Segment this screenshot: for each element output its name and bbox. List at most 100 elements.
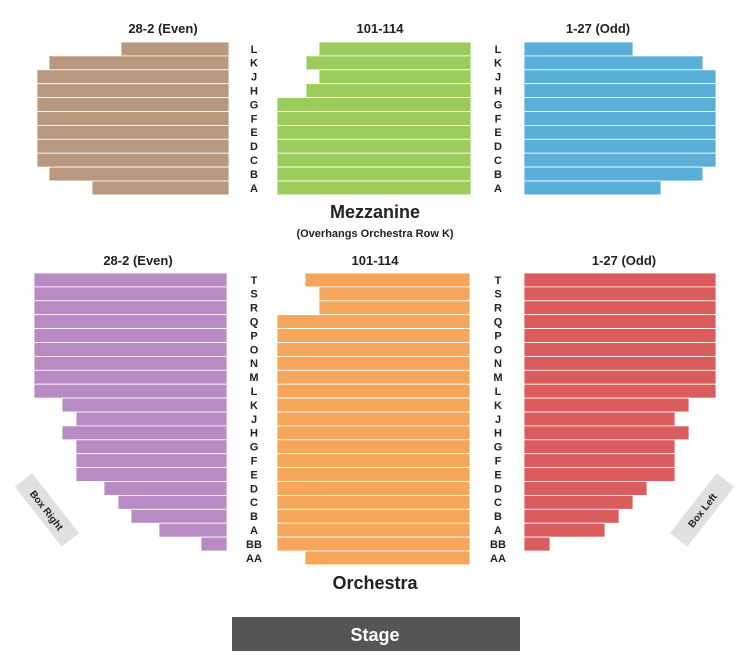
orch-center-row-f[interactable] (276, 453, 471, 469)
orch-left-row-t[interactable] (33, 272, 228, 288)
mezz-left-row-d[interactable] (36, 138, 230, 154)
mezz-left-row-k[interactable] (48, 55, 230, 71)
mezz-right-row-k[interactable] (523, 55, 704, 71)
mezz-left-row-a[interactable] (91, 180, 230, 196)
box-left[interactable]: Box Left (669, 473, 735, 547)
orch-row-label-left: N (250, 358, 258, 370)
orch-center-row-k[interactable] (276, 397, 471, 413)
box-right[interactable]: Box Right (14, 473, 80, 547)
orch-right-row-b[interactable] (523, 508, 620, 524)
orch-right-row-g[interactable] (523, 439, 676, 455)
mezz-right-row-j[interactable] (523, 69, 717, 85)
mezz-right-row-a[interactable] (523, 180, 662, 196)
orch-center-row-g[interactable] (276, 439, 471, 455)
orch-left-row-l[interactable] (33, 383, 228, 399)
orch-right-row-m[interactable] (523, 369, 717, 385)
orch-right-row-f[interactable] (523, 453, 676, 469)
orch-center-row-h[interactable] (276, 425, 471, 441)
orch-left-row-g[interactable] (75, 439, 228, 455)
orch-right-row-t[interactable] (523, 272, 717, 288)
orch-center-row-m[interactable] (276, 369, 471, 385)
mezz-center-row-h[interactable] (305, 83, 472, 98)
mezz-right-row-c[interactable] (523, 152, 717, 168)
mezz-center-row-l[interactable] (318, 41, 472, 57)
mezz-left-row-e[interactable] (36, 125, 230, 140)
orch-right-row-j[interactable] (523, 411, 676, 427)
orch-right-row-e[interactable] (523, 467, 676, 482)
orch-center-row-bb[interactable] (276, 536, 471, 552)
orch-left-row-bb[interactable] (200, 536, 228, 552)
orch-center-row-s[interactable] (318, 286, 471, 302)
mezz-center-row-a[interactable] (276, 180, 472, 196)
orch-left-row-b[interactable] (130, 508, 228, 524)
orch-left-row-d[interactable] (103, 481, 228, 496)
orch-right-row-l[interactable] (523, 383, 717, 399)
orch-left-row-k[interactable] (61, 397, 228, 413)
mezz-right-row-h[interactable] (523, 83, 717, 98)
orch-center-row-t[interactable] (304, 272, 471, 288)
orch-right-row-r[interactable] (523, 300, 717, 316)
orch-right-row-c[interactable] (523, 494, 634, 510)
orch-right-row-bb[interactable] (523, 536, 551, 552)
orch-left-row-r[interactable] (33, 300, 228, 316)
mezz-center-row-e[interactable] (276, 125, 472, 140)
orch-center-row-n[interactable] (276, 355, 471, 371)
mezz-right-row-l[interactable] (523, 41, 634, 57)
orch-left-row-f[interactable] (75, 453, 228, 469)
orch-left-row-e[interactable] (75, 467, 228, 482)
orch-left-row-p[interactable] (33, 328, 228, 343)
orch-center-row-q[interactable] (276, 314, 471, 330)
mezz-left-row-c[interactable] (36, 152, 230, 168)
orch-center-row-p[interactable] (276, 328, 471, 343)
orch-center-row-l[interactable] (276, 383, 471, 399)
orch-right-row-d[interactable] (523, 481, 648, 496)
mezz-left-row-l[interactable] (120, 41, 230, 57)
mezz-left-row-f[interactable] (36, 111, 230, 126)
orch-center-row-o[interactable] (276, 342, 471, 357)
orch-right-row-o[interactable] (523, 342, 717, 357)
orch-left-row-m[interactable] (33, 369, 228, 385)
mezz-center-row-g[interactable] (276, 97, 472, 112)
orch-right-row-q[interactable] (523, 314, 717, 330)
orch-row-label-right: N (494, 358, 502, 370)
orch-right-row-s[interactable] (523, 286, 717, 302)
orch-left-row-q[interactable] (33, 314, 228, 330)
orch-right-row-p[interactable] (523, 328, 717, 343)
orch-left-row-h[interactable] (61, 425, 228, 441)
mezz-center-row-d[interactable] (276, 138, 472, 154)
mezz-left-row-b[interactable] (48, 166, 230, 182)
orch-center-row-r[interactable] (318, 300, 471, 316)
orch-center-row-aa[interactable] (304, 550, 471, 566)
orch-center-row-b[interactable] (276, 508, 471, 524)
mezz-left-row-h[interactable] (36, 83, 230, 98)
orch-right-row-a[interactable] (523, 522, 606, 538)
orch-center-row-a[interactable] (276, 522, 471, 538)
orch-left-row-j[interactable] (75, 411, 228, 427)
orch-left-row-n[interactable] (33, 355, 228, 371)
orch-center-row-e[interactable] (276, 467, 471, 482)
mezz-center-row-k[interactable] (305, 55, 472, 71)
orch-center-row-c[interactable] (276, 494, 471, 510)
mezz-center-row-c[interactable] (276, 152, 472, 168)
mezz-center-row-b[interactable] (276, 166, 472, 182)
mezz-right-row-g[interactable] (523, 97, 717, 112)
orch-left-row-o[interactable] (33, 342, 228, 357)
orch-left-row-a[interactable] (158, 522, 228, 538)
orch-right-row-k[interactable] (523, 397, 690, 413)
orch-left-row-s[interactable] (33, 286, 228, 302)
mezz-right-row-f[interactable] (523, 111, 717, 126)
mezz-center-row-f[interactable] (276, 111, 472, 126)
orch-row-label-left: F (251, 456, 258, 468)
mezz-right-row-b[interactable] (523, 166, 704, 182)
mezz-left-row-g[interactable] (36, 97, 230, 112)
mezz-right-row-d[interactable] (523, 138, 717, 154)
mezz-right-row-e[interactable] (523, 125, 717, 140)
orch-left-row-c[interactable] (117, 494, 228, 510)
orch-right-row-n[interactable] (523, 355, 717, 371)
orch-center-row-j[interactable] (276, 411, 471, 427)
mezz-left-row-j[interactable] (36, 69, 230, 85)
orch-right-row-h[interactable] (523, 425, 690, 441)
mezz-center-row-j[interactable] (318, 69, 472, 85)
orch-center-row-d[interactable] (276, 481, 471, 496)
